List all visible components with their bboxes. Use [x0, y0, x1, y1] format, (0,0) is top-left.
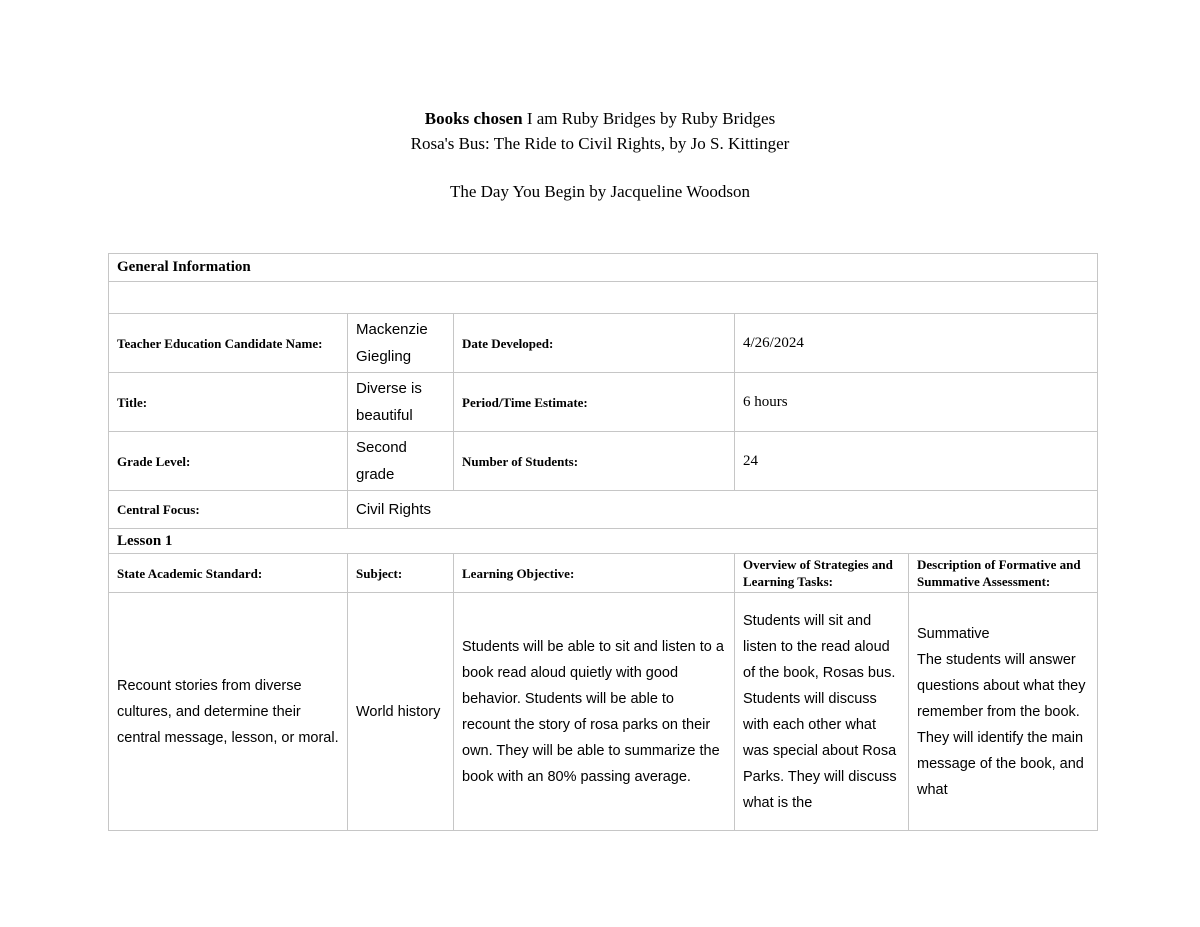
empty-row	[107, 281, 1099, 314]
date-developed-label: Date Developed:	[453, 313, 735, 373]
books-chosen-label: Books chosen	[424, 109, 523, 128]
teacher-name-value: Mackenzie Giegling	[347, 313, 454, 373]
period-time-estimate-value: 6 hours	[733, 372, 1099, 432]
column-header-overview-strategies: Overview of Strategies and Learning Task…	[734, 553, 909, 593]
book-title-1: I am Ruby Bridges by Ruby Bridges	[522, 109, 776, 128]
grade-level-label: Grade Level:	[108, 431, 348, 491]
heading-blank-line	[0, 156, 1200, 179]
column-header-subject: Subject:	[347, 553, 454, 593]
date-developed-value: 4/26/2024	[733, 313, 1099, 373]
column-header-assessment-description: Description of Formative and Summative A…	[907, 553, 1099, 593]
grade-level-value: Second grade	[347, 431, 454, 491]
column-header-state-academic-standard: State Academic Standard:	[108, 553, 348, 593]
number-of-students-label: Number of Students:	[453, 431, 735, 491]
learning-objective-cell: Students will be able to sit and listen …	[453, 592, 735, 831]
state-academic-standard-cell: Recount stories from diverse cultures, a…	[108, 592, 348, 831]
overview-strategies-cell: Students will sit and listen to the read…	[734, 592, 909, 831]
column-header-learning-objective: Learning Objective:	[453, 553, 735, 593]
lesson-plan-table: General Information Teacher Education Ca…	[107, 253, 1099, 831]
central-focus-value: Civil Rights	[346, 490, 1099, 529]
general-information-section-header: General Information	[107, 253, 1099, 282]
title-label: Title:	[108, 372, 348, 432]
assessment-description-cell: Summative The students will answer quest…	[907, 592, 1099, 831]
heading-line-1: Books chosen I am Ruby Bridges by Ruby B…	[0, 106, 1200, 131]
book-title-2: Rosa's Bus: The Ride to Civil Rights, by…	[410, 134, 790, 153]
number-of-students-value: 24	[733, 431, 1099, 491]
lesson-1-section-header: Lesson 1	[107, 528, 1099, 554]
subject-cell: World history	[347, 592, 454, 831]
title-value: Diverse is beautiful	[347, 372, 454, 432]
books-chosen-heading: Books chosen I am Ruby Bridges by Ruby B…	[0, 106, 1200, 204]
book-title-3: The Day You Begin by Jacqueline Woodson	[449, 182, 751, 201]
period-time-estimate-label: Period/Time Estimate:	[453, 372, 735, 432]
central-focus-label: Central Focus:	[108, 490, 348, 529]
teacher-name-label: Teacher Education Candidate Name:	[108, 313, 348, 373]
